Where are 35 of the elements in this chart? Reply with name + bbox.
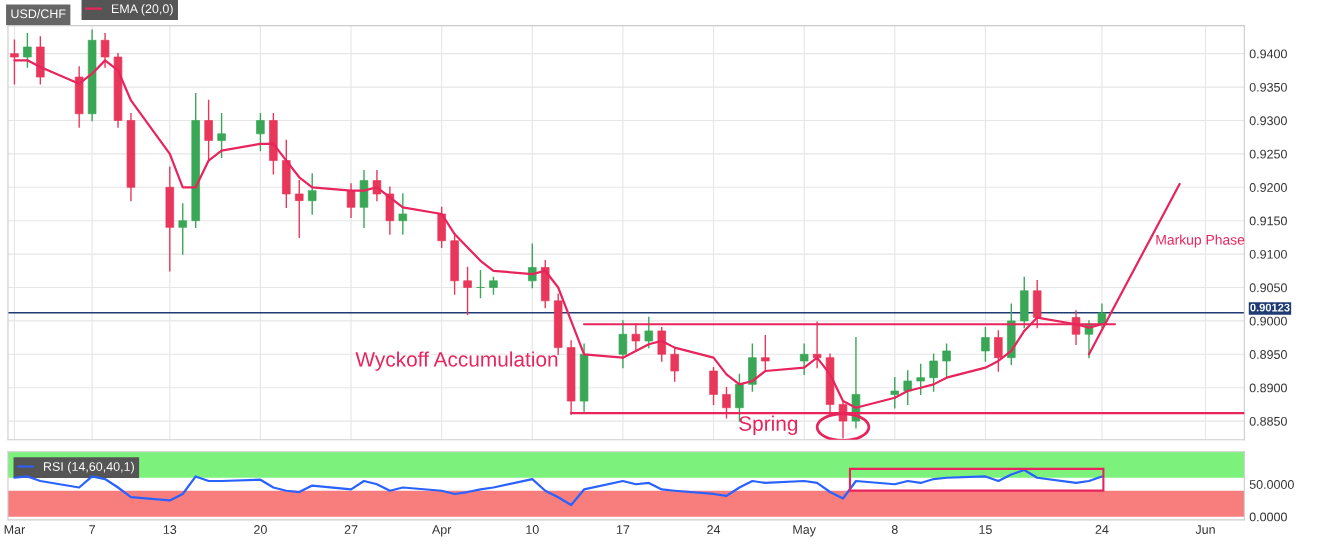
y-tick-label: 0.0000	[1249, 512, 1287, 522]
y-tick-label: 0.8900	[1249, 383, 1287, 393]
y-tick-label: 0.9200	[1249, 183, 1287, 192]
y-tick-label: 0.8950	[1249, 350, 1287, 359]
x-tick-label: 27	[344, 525, 358, 534]
x-tick-label: 15	[979, 525, 992, 534]
x-tick-label: 17	[616, 525, 630, 534]
x-tick-label: 24	[1095, 525, 1109, 534]
y-tick-label: 0.9100	[1249, 249, 1287, 259]
y-tick-label: 0.8850	[1249, 416, 1287, 426]
y-tick-label: 0.9150	[1249, 216, 1287, 226]
ref-line-label: 0.90123	[1250, 303, 1290, 312]
annotation: Markup Phase	[1156, 234, 1245, 248]
chart-title: USD/CHF	[11, 8, 66, 19]
legend-label: RSI (14,60,40,1)	[43, 461, 134, 474]
y-tick-label: 0.9000	[1249, 316, 1287, 326]
y-tick-label: 50.0000	[1249, 480, 1294, 489]
y-tick-label: 0.9350	[1249, 82, 1287, 92]
annotation: Wyckoff Accumulation	[355, 351, 558, 371]
x-tick-label: 20	[254, 525, 267, 534]
x-tick-label: 7	[89, 525, 95, 534]
y-tick-label: 0.9400	[1249, 49, 1287, 59]
y-tick-label: 0.9050	[1249, 283, 1287, 293]
annotation: Spring	[739, 415, 798, 436]
x-tick-label: Apr	[431, 525, 452, 537]
x-tick-label: 8	[891, 525, 898, 534]
x-tick-label: Mar	[4, 525, 25, 534]
legend-label: EMA (20,0)	[111, 3, 173, 16]
y-tick-label: 0.9250	[1249, 149, 1287, 159]
x-tick-label: May	[793, 525, 816, 537]
x-tick-label: 24	[707, 525, 721, 534]
x-tick-label: 13	[163, 525, 177, 534]
x-tick-label: 10	[526, 525, 539, 534]
y-tick-label: 0.9300	[1249, 116, 1287, 126]
x-tick-label: Jun	[1195, 525, 1215, 534]
